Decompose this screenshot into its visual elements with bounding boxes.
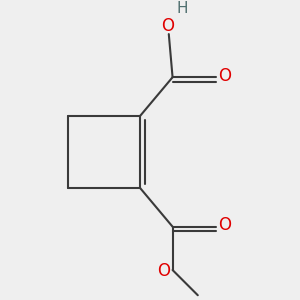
Text: O: O bbox=[218, 67, 231, 85]
Text: O: O bbox=[218, 216, 231, 234]
Text: H: H bbox=[176, 2, 188, 16]
Text: O: O bbox=[161, 17, 174, 35]
Text: O: O bbox=[157, 262, 170, 280]
